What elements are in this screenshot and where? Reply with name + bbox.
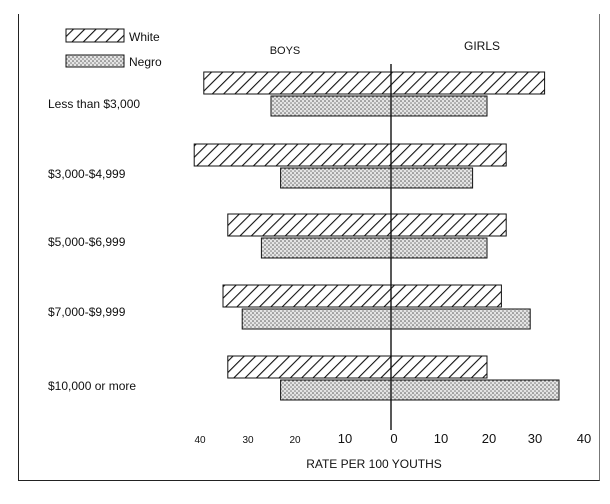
panel-title-boys: BOYS [270,45,301,57]
bar-white-boys-4 [227,355,392,379]
category-label-2: $5,000-$6,999 [48,235,126,249]
category-labels: Less than $3,000 $3,000-$4,999 $5,000-$6… [48,97,140,393]
bars [193,71,560,401]
category-label-3: $7,000-$9,999 [48,305,126,319]
legend-swatch-white [65,28,125,43]
bar-negro-girls-2 [390,237,488,259]
x-tick-label: 30 [242,435,254,446]
x-tick-label: 0 [390,431,397,446]
category-label-0: Less than $3,000 [48,97,140,111]
bar-white-girls-3 [390,284,502,308]
x-axis-title: RATE PER 100 YOUTHS [306,457,442,471]
bar-negro-boys-2 [260,237,392,259]
bar-negro-boys-3 [241,308,392,330]
bar-negro-girls-3 [390,308,531,330]
bar-white-boys-3 [222,284,392,308]
bar-white-boys-0 [203,71,392,95]
bar-white-girls-2 [390,213,507,237]
x-tick-label: 40 [577,431,591,446]
bar-negro-boys-4 [280,379,392,401]
x-tick-label: 10 [338,431,352,446]
x-tick-label: 40 [194,435,206,446]
category-label-1: $3,000-$4,999 [48,167,126,181]
x-tick-label: 30 [528,431,542,446]
legend: White Negro [65,28,162,69]
x-tick-label: 10 [434,431,448,446]
legend-label-white: White [129,30,160,44]
chart-frame [18,14,600,481]
x-tick-label: 20 [482,431,496,446]
bar-white-boys-1 [193,143,392,167]
x-tick-label: 20 [289,435,301,446]
legend-swatch-negro [65,54,125,68]
category-label-4: $10,000 or more [48,379,136,393]
bar-negro-boys-1 [280,167,392,189]
x-tick-labels: 40 30 20 10 0 10 20 30 40 [194,431,591,446]
bar-negro-boys-0 [270,95,392,117]
bar-white-girls-4 [390,355,488,379]
bar-negro-girls-1 [390,167,474,189]
bar-white-boys-2 [227,213,392,237]
bar-white-girls-1 [390,143,507,167]
bar-negro-girls-0 [390,95,488,117]
legend-label-negro: Negro [129,55,162,69]
bar-negro-girls-4 [390,379,560,401]
bar-white-girls-0 [390,71,546,95]
panel-title-girls: GIRLS [464,39,500,53]
